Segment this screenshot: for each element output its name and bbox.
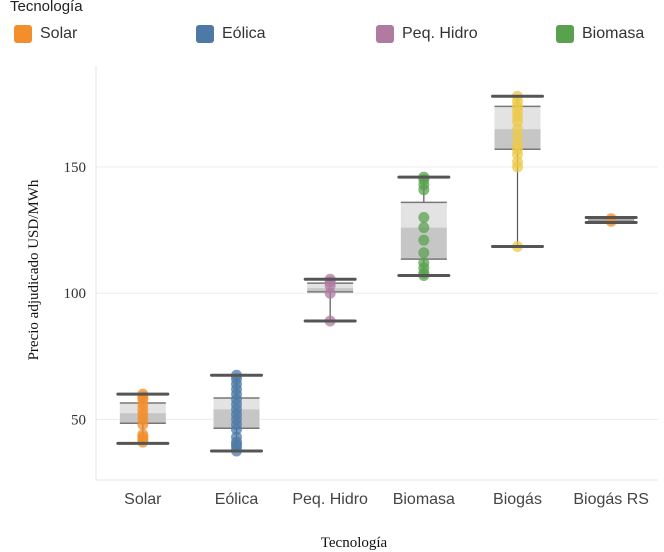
legend-title: Tecnología — [10, 0, 83, 15]
legend-item-peq-hidro[interactable]: Peq. Hidro — [376, 24, 478, 44]
data-point[interactable] — [512, 138, 523, 150]
data-point[interactable] — [418, 222, 430, 234]
box-group-3[interactable] — [303, 273, 357, 327]
data-point[interactable] — [418, 234, 430, 246]
data-point[interactable] — [418, 247, 430, 259]
legend-label-eolica: Eólica — [222, 25, 266, 42]
x-tick-label-2: Eólica — [215, 491, 259, 508]
y-tick-label-100: 100 — [64, 286, 87, 302]
legend-swatch-biomasa — [556, 25, 574, 43]
x-tick-label-5: Biogás — [493, 491, 542, 508]
legend-item-solar[interactable]: Solar — [14, 24, 77, 44]
data-point[interactable] — [512, 156, 523, 168]
gridlines — [96, 166, 658, 420]
data-point[interactable] — [418, 257, 430, 269]
box-group-4[interactable] — [397, 171, 451, 282]
y-axis-title: Precio adjudicado USD/MWh — [26, 179, 42, 360]
legend-item-eolica[interactable]: Eólica — [196, 24, 266, 44]
legend-item-biomasa[interactable]: Biomasa — [556, 24, 644, 44]
legend-label-peq-hidro: Peq. Hidro — [402, 25, 478, 42]
data-point[interactable] — [137, 429, 149, 441]
x-tick-label-3: Peq. Hidro — [292, 491, 368, 508]
x-axis-title: Tecnología — [321, 535, 388, 551]
boxes — [116, 90, 638, 457]
data-point[interactable] — [512, 123, 523, 135]
axis-frame — [95, 66, 658, 481]
x-tick-label-6: Biogás RS — [573, 491, 649, 508]
box-group-5[interactable] — [491, 90, 544, 252]
data-point[interactable] — [324, 287, 336, 299]
data-point[interactable] — [231, 431, 242, 443]
legend-label-biomasa: Biomasa — [582, 25, 645, 42]
x-tick-label-4: Biomasa — [393, 491, 455, 508]
x-tick-label-1: Solar — [124, 491, 162, 508]
box-group-1[interactable] — [116, 388, 170, 448]
data-point[interactable] — [512, 131, 523, 143]
legend-swatch-peq-hidro — [376, 25, 394, 43]
x-tick-labels: Solar Eólica Peq. Hidro Biomasa Biogás Biogás… — [124, 491, 649, 508]
legend-label-solar: Solar — [40, 25, 78, 42]
legend-swatch-solar — [14, 25, 32, 43]
box-group-2[interactable] — [210, 369, 263, 457]
y-tick-labels: 50 100 150 — [64, 160, 87, 428]
box-group-6[interactable] — [584, 213, 638, 227]
legend-swatch-eolica — [196, 25, 214, 43]
y-tick-label-150: 150 — [64, 160, 87, 176]
y-tick-label-50: 50 — [71, 412, 86, 428]
data-point[interactable] — [418, 211, 430, 223]
